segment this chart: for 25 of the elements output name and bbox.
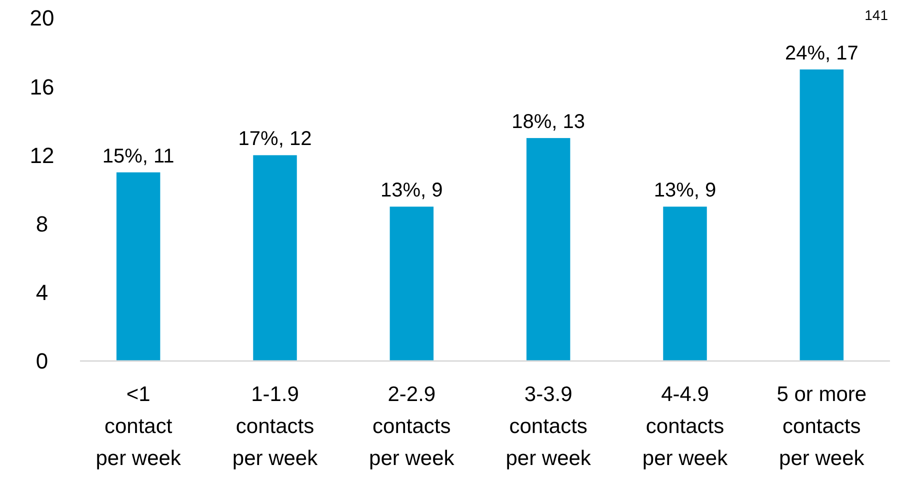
annotation: 141: [864, 7, 888, 23]
y-tick-label: 20: [30, 6, 54, 31]
bar: [663, 206, 707, 361]
bar: [253, 155, 297, 361]
x-tick-label: 4-4.9 contacts per week: [642, 383, 728, 470]
x-tick-label: 2-2.9 contacts per week: [369, 383, 455, 470]
bar: [800, 69, 844, 361]
bar: [526, 138, 570, 361]
bar: [390, 206, 434, 361]
y-tick-label: 12: [30, 142, 54, 168]
data-label: 13%, 9: [654, 180, 716, 202]
x-tick-label: <1 contact per week: [96, 383, 182, 470]
bar: [116, 172, 160, 361]
y-tick-label: 0: [36, 348, 48, 374]
y-tick-label: 8: [36, 212, 48, 236]
data-label: 17%, 12: [238, 128, 312, 150]
data-label: 18%, 13: [512, 111, 586, 134]
y-tick-label: 16: [30, 74, 54, 100]
data-label: 15%, 11: [102, 145, 174, 168]
x-tick-label: 1-1.9 contacts per week: [232, 383, 318, 470]
x-tick-label: 5 or more contacts per week: [776, 383, 867, 470]
x-tick-label: 3-3.9 contacts per week: [506, 383, 592, 470]
y-tick-label: 4: [36, 280, 48, 306]
data-label: 13%, 9: [380, 180, 443, 202]
data-label: 24%, 17: [784, 42, 858, 64]
